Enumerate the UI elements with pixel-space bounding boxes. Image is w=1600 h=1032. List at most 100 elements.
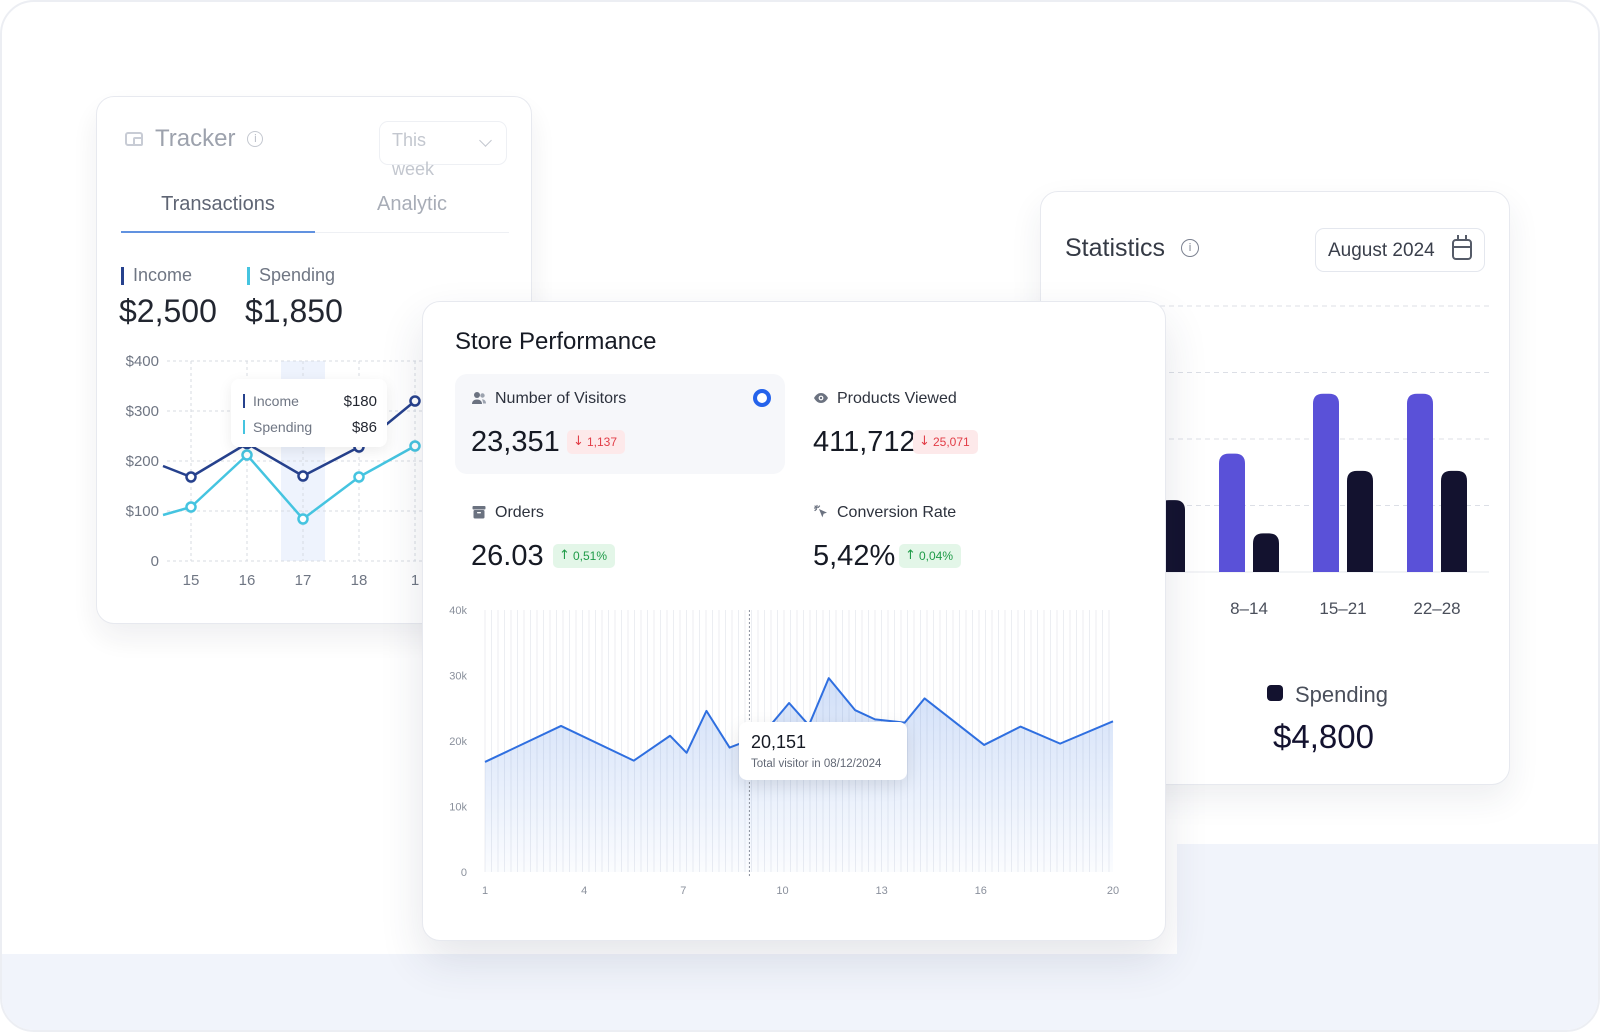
statistics-title: Statistics [1065,234,1166,262]
tab-analytic[interactable]: Analytic [376,193,448,215]
change-badge: ↑ 0,51% [553,544,616,568]
statistics-legend-spending: Spending [1267,682,1388,708]
selected-radio[interactable] [753,389,771,407]
series-point [241,449,253,461]
eye-icon [814,393,828,403]
series-point [185,501,197,513]
calendar-icon [1452,235,1472,260]
y-tick-label: 0 [461,867,467,879]
period-select[interactable]: This week [379,121,507,179]
x-tick-label: 1 [482,885,488,897]
wallet-icon [125,132,143,146]
tooltip-value: 20,151 [751,732,807,752]
statistics-card: Statistics i August 2024 78–1415–2122–28… [1040,191,1510,785]
tooltip-income-row: Income $180 [243,393,379,410]
series-point [297,470,309,482]
metric-label: Number of Visitors [471,390,626,408]
bar-income [1407,393,1433,572]
info-icon[interactable]: i [247,131,264,147]
x-tick-label: 4 [581,885,587,897]
metric-orders[interactable]: Orders 26.03 ↑ 0,51% [455,488,785,588]
cursor-click-icon [813,504,827,518]
store-performance-card: Store Performance Number of Visitors 23,… [422,301,1166,941]
bar-spending [1253,533,1279,572]
x-tick-label: 16 [239,572,256,589]
metric-value: 26.03 [471,540,544,572]
bar-income [1219,453,1245,572]
month-picker-value: August 2024 [1328,240,1435,261]
metric-conversion-rate[interactable]: Conversion Rate 5,42% ↑ 0,04% [797,488,1127,588]
box-icon [472,506,486,519]
tracker-line-chart: $400 $300 $200 $100 0 15 16 17 18 1 [126,353,533,589]
metric-label: Orders [471,504,544,522]
legend-spending: Spending [247,265,335,286]
y-tick-label: 20k [449,736,467,748]
series-point [297,513,309,525]
x-tick-label: 16 [975,885,987,897]
legend-income: Income [121,265,192,286]
x-tick-label: 7 [680,885,686,897]
tracker-title: Tracker [155,125,236,152]
period-select-value: This week [392,130,435,179]
statistics-spending-value: $4,800 [1273,718,1374,755]
info-icon[interactable]: i [1181,239,1199,257]
x-tick-label: 15–21 [1319,599,1366,618]
y-tick-label: $400 [126,353,159,370]
spending-amount: $1,850 [245,293,343,329]
bar-income [1313,393,1339,572]
change-value: 0,51% [573,549,608,563]
x-tick-label: 22–28 [1413,599,1460,618]
metric-label-text: Number of Visitors [495,390,627,407]
change-badge: ↓ 25,071 [913,430,978,454]
metric-value: 23,351 [471,426,560,458]
visitors-area-chart: 40k 30k 20k 10k 0 1 4 7 10 13 16 20 [449,605,1119,897]
month-picker[interactable]: August 2024 [1315,228,1485,272]
metric-visitors[interactable]: Number of Visitors 23,351 ↓ 1,137 [455,374,785,474]
series-point [353,471,365,483]
change-badge: ↓ 1,137 [567,430,626,454]
visitors-tooltip: 20,151 Total visitor in 08/12/2024 [739,722,907,780]
y-tick-label: 30k [449,671,467,683]
arrow-up-icon: ↑ [905,548,916,563]
tooltip-income-label: Income [253,393,299,409]
bar-spending [1441,470,1467,572]
background-floor-right [1177,844,1598,964]
metric-products-viewed[interactable]: Products Viewed 411,712 ↓ 25,071 [797,374,1127,474]
change-value: 25,071 [933,435,970,449]
x-tick-label: 17 [295,572,312,589]
y-tick-label: $200 [126,453,159,470]
metric-label: Products Viewed [813,390,957,408]
chevron-down-icon [479,134,492,147]
bar-spending [1347,470,1373,572]
metric-label-text: Conversion Rate [837,504,957,521]
change-value: 0,04% [919,549,954,563]
metric-label-text: Products Viewed [837,390,957,407]
users-icon [472,392,486,404]
x-tick-label: 1 [411,572,419,589]
y-tick-label: $100 [126,503,159,520]
metric-value: 5,42% [813,540,896,572]
arrow-down-icon: ↓ [919,434,930,449]
tracker-tabs: Transactions Analytic [121,189,509,233]
income-amount: $2,500 [119,293,217,329]
tooltip-spending-value: $86 [351,419,377,436]
store-title: Store Performance [455,328,657,355]
x-tick-label: 20 [1107,885,1119,897]
series-point [409,395,421,407]
x-tick-label: 13 [876,885,888,897]
series-point [409,440,421,452]
tracker-header: Tracker i [125,125,264,153]
tooltip-spending-label: Spending [253,419,313,435]
arrow-up-icon: ↑ [559,548,570,563]
y-tick-label: 10k [449,802,467,814]
tooltip-income-value: $180 [343,393,377,410]
tracker-tooltip: Income $180 Spending $86 [231,379,387,447]
y-tick-label: $300 [126,403,159,420]
change-badge: ↑ 0,04% [899,544,962,568]
tooltip-spending-row: Spending $86 [243,419,379,436]
tooltip-subtitle: Total visitor in 08/12/2024 [751,758,882,770]
tab-transactions[interactable]: Transactions [121,189,315,233]
y-tick-label: 40k [449,605,467,617]
x-tick-label: 10 [776,885,788,897]
